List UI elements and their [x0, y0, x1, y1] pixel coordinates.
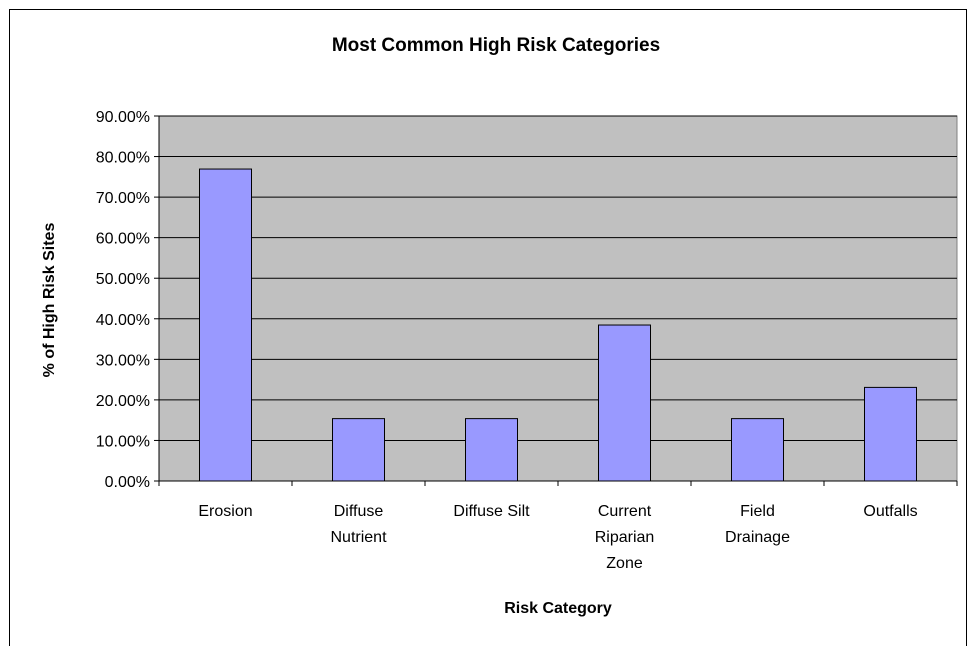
y-tick-label: 30.00%: [96, 352, 150, 369]
x-tick-labels: Erosion Diffuse Nutrient Diffuse Silt Curren…: [198, 503, 917, 572]
x-tick-label: Field Drainage: [725, 503, 790, 546]
y-tick-label: 60.00%: [96, 231, 150, 248]
axes: [158, 116, 958, 486]
y-tick-label: 90.00%: [96, 109, 150, 126]
x-axis-title: Risk Category: [504, 600, 612, 617]
bar: [465, 418, 518, 482]
x-tick-label: Diffuse Nutrient: [330, 503, 387, 546]
y-tick-label: 10.00%: [96, 433, 150, 450]
bar: [731, 418, 784, 482]
y-tick-label: 70.00%: [96, 190, 150, 207]
x-tick-label: Diffuse Silt: [453, 503, 530, 520]
x-tick-label: Current Riparian Zone: [595, 503, 655, 572]
bar: [864, 386, 917, 482]
chart-title: Most Common High Risk Categories: [332, 35, 660, 56]
x-tick-label: Outfalls: [863, 503, 917, 520]
gridlines: [154, 115, 957, 482]
y-tick-label: 40.00%: [96, 312, 150, 329]
y-tick-label: 20.00%: [96, 393, 150, 410]
y-tick-label: 80.00%: [96, 150, 150, 167]
y-axis-title: % of High Risk Sites: [41, 223, 58, 378]
y-tick-label: 0.00%: [105, 474, 150, 491]
x-tick-label: Erosion: [198, 503, 252, 520]
bars: [199, 168, 917, 482]
plot-area: [158, 115, 958, 482]
y-tick-labels: 0.00% 10.00% 20.00% 30.00% 40.00% 50.00% 60.00…: [96, 109, 150, 491]
bar: [199, 168, 252, 482]
bar: [598, 324, 651, 482]
y-tick-label: 50.00%: [96, 271, 150, 288]
bar: [332, 418, 385, 482]
